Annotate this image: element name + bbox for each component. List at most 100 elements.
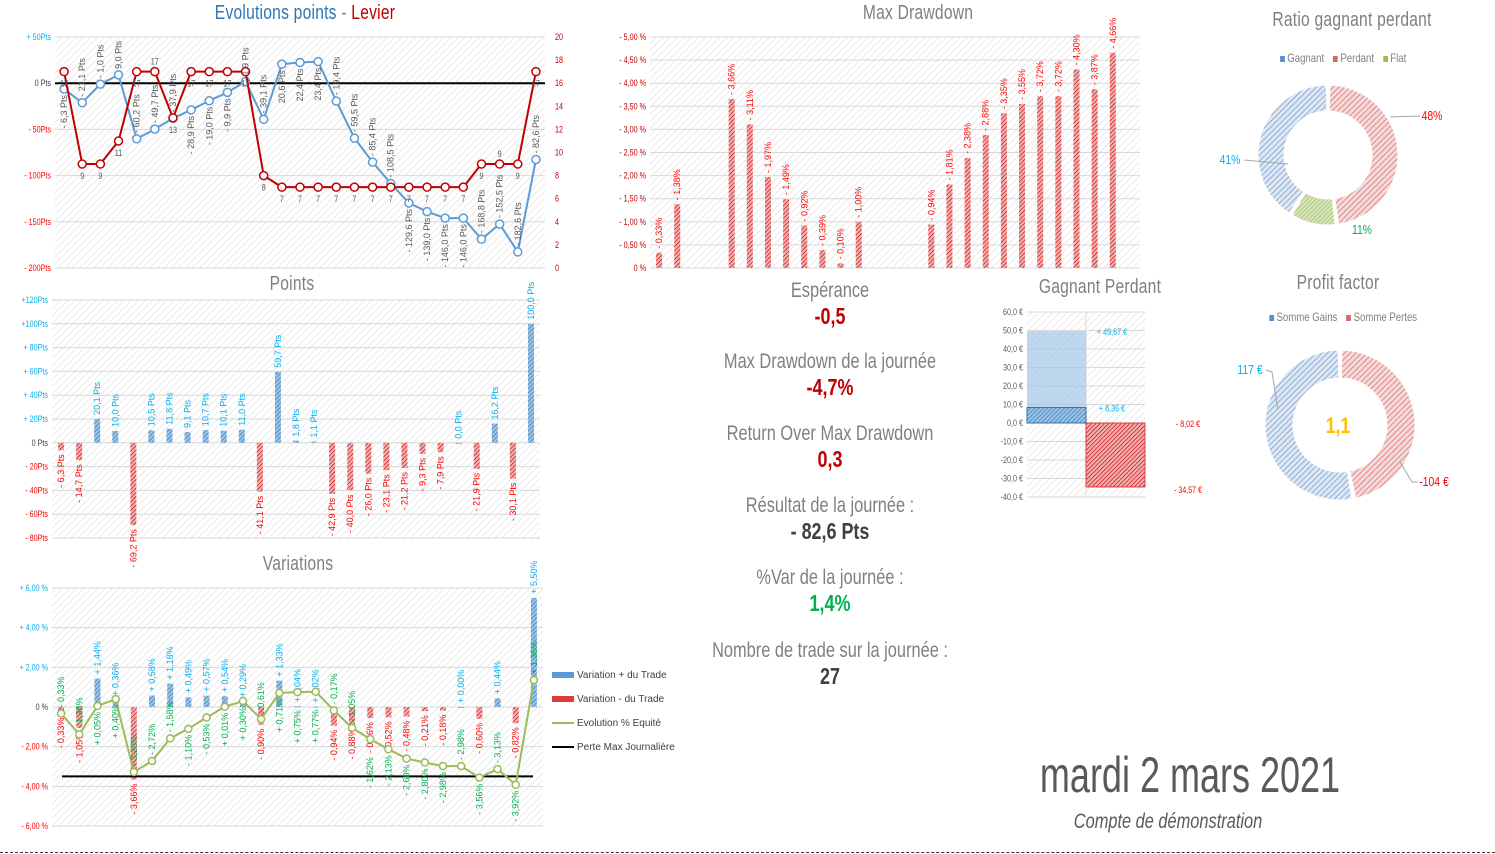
drawdown-bar	[928, 224, 935, 268]
variation-bar	[458, 707, 465, 708]
variation-data-label: - 0,88%	[347, 728, 357, 759]
drawdown-chart-title: Max Drawdown	[862, 2, 974, 24]
equity-data-label: - 2,98%	[456, 729, 466, 760]
gagnant-perdant-y-tick: 50,0 €	[1003, 326, 1023, 336]
stat-value: - 82,6 Pts	[790, 518, 870, 544]
legend-swatch-equity	[552, 722, 574, 724]
points-data-label: 11,8 Pts	[164, 392, 174, 425]
points-bar	[473, 442, 480, 469]
drawdown-y-tick: - 3,00 %	[619, 125, 646, 135]
equity-point	[147, 756, 157, 766]
variation-data-label: + 0,36%	[111, 663, 121, 696]
levier-point	[240, 66, 251, 77]
evolution-y2-tick: 14	[555, 102, 563, 112]
points-data-label: 20,1 Pts	[92, 381, 102, 415]
evolution-y2-tick: 4	[555, 217, 559, 227]
variation-bar	[167, 683, 174, 707]
drawdown-data-label: - 0,92%	[799, 190, 809, 221]
evolution-title-levier: Levier	[351, 2, 396, 24]
evolution-data-label: - 139,0 Pts	[422, 217, 432, 261]
variation-data-label: + 0,02%	[311, 669, 321, 702]
drawdown-bar	[1073, 69, 1080, 268]
points-data-label: - 23,1 Pts	[381, 474, 391, 513]
variation-data-label: + 5,50%	[529, 561, 539, 594]
drawdown-bar	[1091, 89, 1098, 269]
pf-slice-gains	[1264, 349, 1353, 501]
equity-point	[438, 761, 448, 771]
pf-leader-line	[1265, 369, 1279, 411]
legend-flat: Flat	[1390, 51, 1407, 65]
points-bar	[148, 430, 155, 443]
evolution-title-points: Evolutions points	[214, 2, 337, 24]
equity-point	[202, 713, 211, 722]
points-bar	[491, 423, 498, 443]
evolution-y-tick: - 100Pts	[24, 171, 51, 181]
levier-data-label: 7	[407, 194, 411, 204]
points-data-label: - 9,3 Pts	[418, 457, 428, 491]
variation-data-label: - 0,90%	[256, 729, 266, 760]
levier-point	[513, 159, 523, 169]
report-date: mardi 2 mars 2021	[1039, 747, 1341, 803]
points-data-label: 10,1 Pts	[219, 393, 229, 427]
levier-point	[476, 159, 487, 169]
evolution-title-separator: -	[336, 2, 352, 24]
evolution-data-label: - 9,9 Pts	[222, 98, 232, 132]
evolution-data-label: - 19,4 Pts	[331, 56, 341, 95]
levier-point	[494, 159, 505, 169]
equity-data-label: - 0,61%	[256, 682, 266, 713]
levier-point	[113, 136, 124, 146]
drawdown-bar	[674, 204, 681, 268]
levier-point	[277, 182, 287, 192]
evolution-points-point	[531, 154, 541, 165]
points-bar	[383, 442, 390, 471]
equity-point	[311, 687, 320, 696]
levier-data-label: 7	[425, 194, 429, 204]
evolution-data-label: 9,0 Pts	[114, 40, 124, 69]
levier-point	[440, 182, 450, 192]
drawdown-y-tick: - 3,50 %	[619, 102, 646, 112]
stat-resultat: Résultat de la journée :- 82,6 Pts	[722, 494, 938, 545]
gagnant-perdant-y-tick: -30,0 €	[1001, 474, 1024, 484]
equity-data-label: - 2,13%	[383, 755, 393, 786]
drawdown-y-tick: - 0,50 %	[619, 240, 646, 250]
profit-factor-legend: Somme Gains Somme Pertes	[1263, 310, 1417, 324]
loss-max-label: - 34,57 €	[1174, 485, 1203, 495]
points-data-label: - 40,0 Pts	[345, 494, 355, 533]
variations-chart-title: Variations	[262, 553, 334, 575]
levier-data-label: 9	[80, 171, 84, 181]
stat-esperance: Espérance -0,5	[780, 279, 880, 330]
points-data-label: - 41,1 Pts	[255, 495, 265, 534]
variation-bar	[294, 706, 301, 708]
levier-point	[222, 66, 233, 77]
evolution-data-label: - 28,9 Pts	[186, 115, 196, 154]
legend-swatch-gains	[1269, 315, 1275, 321]
profit-factor-value: 1,1	[1326, 414, 1350, 438]
levier-data-label: 9	[98, 171, 102, 181]
drawdown-data-label: - 3,11%	[745, 90, 755, 120]
variation-data-label: + 0,29%	[238, 664, 248, 697]
equity-point	[529, 675, 539, 685]
legend-swatch-pertes	[1346, 315, 1352, 321]
points-data-label: - 42,9 Pts	[327, 497, 337, 536]
legend-swatch-gagnant	[1280, 56, 1285, 62]
points-bar	[220, 430, 227, 443]
gain-avg-label: + 8,36 €	[1099, 404, 1126, 414]
drawdown-data-label: - 2,88%	[981, 100, 991, 131]
variation-data-label: - 1,05%	[74, 732, 84, 763]
drawdown-data-label: - 1,38%	[672, 169, 682, 200]
equity-data-label: + 0,01%	[220, 713, 230, 746]
variations-y-tick: - 2,00 %	[21, 742, 48, 752]
points-data-label: 1,8 Pts	[291, 408, 301, 437]
levier-point	[313, 182, 323, 192]
levier-data-label: 7	[443, 194, 447, 204]
drawdown-y-tick: - 1,00 %	[619, 217, 646, 227]
drawdown-data-label: - 1,00%	[854, 187, 864, 218]
points-y-tick: 0 Pts	[32, 438, 48, 448]
variation-data-label: + 0,49%	[183, 660, 193, 693]
variations-y-tick: 0 %	[36, 702, 48, 712]
levier-data-label: 17	[60, 79, 68, 89]
legend-swatch-perdant	[1333, 56, 1338, 62]
equity-data-label: - 2,98%	[438, 772, 448, 803]
ratio-label-perdant: 48%	[1422, 109, 1443, 123]
levier-data-label: 17	[223, 79, 231, 89]
